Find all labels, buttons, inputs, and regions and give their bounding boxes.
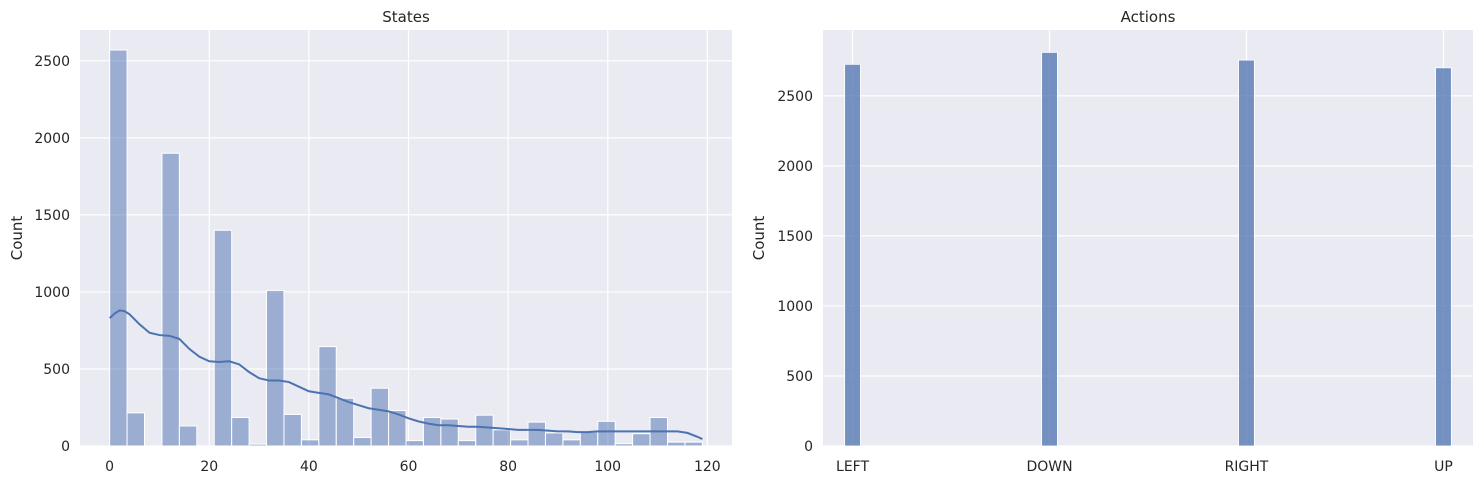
states-bars <box>109 49 703 447</box>
states-bar <box>161 152 180 447</box>
actions-y-tick: 500 <box>786 369 813 385</box>
states-bar <box>632 433 651 447</box>
states-x-tick: 120 <box>694 459 721 475</box>
actions-x-tick: LEFT <box>836 459 869 475</box>
actions-bar-down <box>1041 52 1058 447</box>
actions-y-tick: 2500 <box>777 89 813 105</box>
states-y-axis-label: Count <box>8 216 26 261</box>
actions-x-tick: UP <box>1434 459 1453 475</box>
states-bar <box>300 439 320 447</box>
states-bar <box>614 443 634 447</box>
states-x-tick-labels: 0 20 40 60 80 100 120 <box>105 459 721 475</box>
actions-y-tick: 0 <box>804 439 813 455</box>
states-y-tick: 2000 <box>34 131 70 147</box>
states-y-tick: 2500 <box>34 54 70 70</box>
states-x-tick: 100 <box>594 459 621 475</box>
actions-bar-panel: 0 500 1000 1500 2000 2500 LEFT DOWN RIGHT UP Act… <box>750 8 1473 475</box>
states-x-tick: 0 <box>105 459 114 475</box>
states-bar <box>544 432 564 447</box>
actions-bar-left <box>844 63 861 447</box>
states-y-tick-labels: 0 500 1000 1500 2000 2500 <box>34 54 70 455</box>
states-bar <box>266 289 285 447</box>
states-kde-line <box>108 309 703 440</box>
states-bar <box>353 437 372 447</box>
states-y-tick: 1000 <box>34 285 70 301</box>
states-bar <box>178 425 198 447</box>
states-y-tick: 500 <box>43 362 70 378</box>
states-x-tick: 40 <box>300 459 318 475</box>
states-y-tick: 1500 <box>34 208 70 224</box>
states-plot-area <box>80 30 732 446</box>
actions-title: Actions <box>1121 8 1176 26</box>
actions-y-axis-label: Count <box>750 216 768 261</box>
states-bar <box>370 387 390 447</box>
states-bar <box>597 420 616 447</box>
actions-x-tick-labels: LEFT DOWN RIGHT UP <box>836 459 1453 475</box>
states-bar <box>666 441 686 447</box>
states-bar <box>492 429 512 447</box>
states-x-tick: 80 <box>499 459 517 475</box>
states-bar <box>248 443 268 447</box>
states-bar <box>440 418 459 447</box>
actions-y-tick-labels: 0 500 1000 1500 2000 2500 <box>777 89 813 455</box>
actions-x-tick: DOWN <box>1026 459 1072 475</box>
states-bar <box>527 421 546 447</box>
actions-x-tick: RIGHT <box>1225 459 1269 475</box>
states-bar <box>283 413 302 447</box>
states-bar <box>126 412 146 447</box>
actions-y-tick: 1000 <box>777 299 813 315</box>
states-histogram-panel: 0 500 1000 1500 2000 2500 0 20 40 60 80 100 120 Sta… <box>8 8 732 475</box>
actions-bar-right <box>1238 59 1255 447</box>
states-bar <box>579 431 599 447</box>
states-y-tick: 0 <box>61 439 70 455</box>
states-bar <box>335 397 355 447</box>
states-bar <box>109 49 128 447</box>
actions-y-tick: 2000 <box>777 159 813 175</box>
states-bar <box>388 410 407 447</box>
states-bar <box>475 414 494 447</box>
states-title: States <box>382 8 430 26</box>
states-bar <box>457 440 477 447</box>
states-bar <box>510 439 529 447</box>
states-bar <box>562 439 581 447</box>
actions-bars <box>844 52 1452 447</box>
states-bar <box>231 416 250 447</box>
states-x-tick: 60 <box>400 459 418 475</box>
states-bar <box>405 440 424 447</box>
actions-bar-up <box>1435 67 1452 447</box>
states-x-tick: 20 <box>200 459 218 475</box>
actions-plot-area <box>823 30 1473 446</box>
states-bar <box>213 229 233 447</box>
states-bar <box>684 441 703 447</box>
actions-y-tick: 1500 <box>777 229 813 245</box>
states-bar <box>422 416 442 447</box>
